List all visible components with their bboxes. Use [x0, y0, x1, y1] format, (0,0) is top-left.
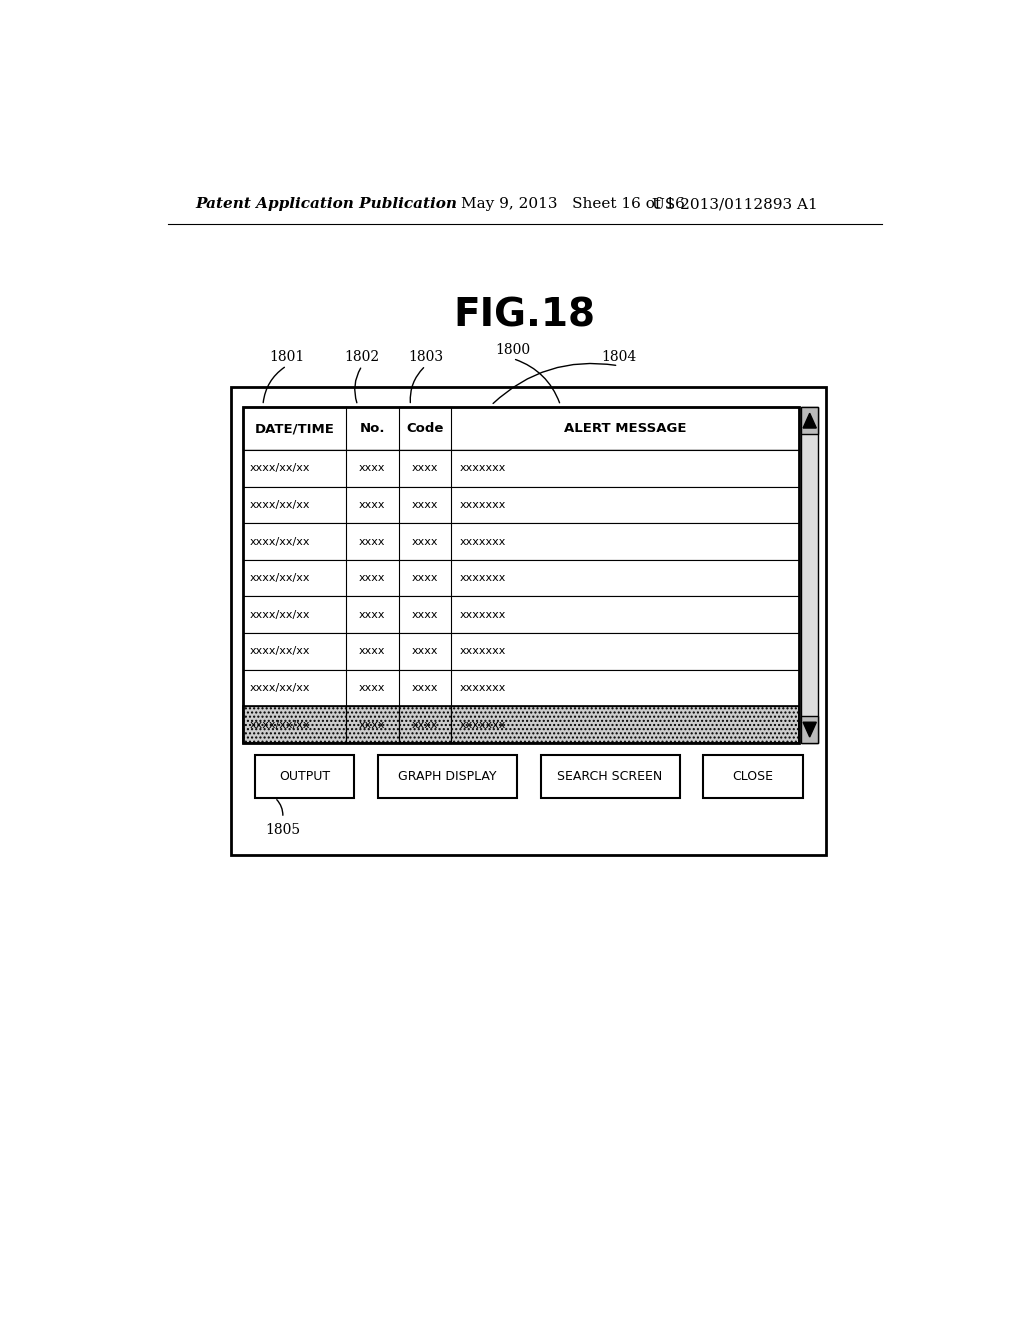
- Bar: [346, 706, 398, 743]
- Bar: [243, 487, 799, 523]
- Text: xxxx/xx/xx: xxxx/xx/xx: [250, 500, 310, 510]
- Text: xxxx/xx/xx: xxxx/xx/xx: [250, 463, 310, 474]
- Text: xxxxxxx: xxxxxxx: [460, 537, 506, 546]
- Text: DATE/TIME: DATE/TIME: [255, 422, 335, 436]
- Text: xxxx: xxxx: [359, 682, 385, 693]
- Text: xxxxxxx: xxxxxxx: [460, 647, 506, 656]
- Text: xxxxxxx: xxxxxxx: [460, 610, 506, 620]
- Bar: [243, 706, 799, 743]
- Text: xxxx/xx/xx: xxxx/xx/xx: [250, 719, 310, 730]
- Text: 1801: 1801: [269, 350, 304, 364]
- Text: CLOSE: CLOSE: [732, 770, 773, 783]
- Text: xxxx: xxxx: [359, 500, 385, 510]
- Text: xxxx: xxxx: [412, 610, 438, 620]
- Text: xxxxxxx: xxxxxxx: [460, 463, 506, 474]
- Text: xxxx/xx/xx: xxxx/xx/xx: [250, 647, 310, 656]
- Text: xxxx: xxxx: [359, 610, 385, 620]
- Text: xxxx: xxxx: [412, 719, 438, 730]
- Bar: [801, 408, 818, 743]
- Text: 1804: 1804: [601, 350, 636, 364]
- Text: xxxx: xxxx: [359, 647, 385, 656]
- Text: xxxxxxx: xxxxxxx: [460, 573, 506, 583]
- Bar: [703, 755, 803, 797]
- Text: 1800: 1800: [496, 343, 530, 356]
- Text: xxxxxxx: xxxxxxx: [460, 719, 506, 730]
- Text: xxxx: xxxx: [359, 463, 385, 474]
- Text: xxxx: xxxx: [412, 500, 438, 510]
- Text: 1805: 1805: [265, 824, 300, 837]
- Polygon shape: [803, 413, 816, 428]
- Bar: [243, 597, 799, 634]
- Polygon shape: [803, 722, 816, 737]
- Text: xxxx: xxxx: [412, 682, 438, 693]
- Bar: [243, 408, 799, 450]
- Text: Code: Code: [407, 422, 443, 436]
- Bar: [243, 706, 346, 743]
- Bar: [801, 408, 818, 434]
- Text: No.: No.: [359, 422, 385, 436]
- Bar: [801, 717, 818, 743]
- Text: SEARCH SCREEN: SEARCH SCREEN: [557, 770, 663, 783]
- Text: OUTPUT: OUTPUT: [279, 770, 330, 783]
- Text: ALERT MESSAGE: ALERT MESSAGE: [564, 422, 686, 436]
- Bar: [378, 755, 517, 797]
- Text: FIG.18: FIG.18: [454, 297, 596, 335]
- Text: xxxx: xxxx: [359, 573, 385, 583]
- Bar: [243, 523, 799, 560]
- Bar: [243, 634, 799, 669]
- Text: xxxx: xxxx: [359, 537, 385, 546]
- Bar: [255, 755, 354, 797]
- Bar: [231, 387, 826, 854]
- Bar: [243, 669, 799, 706]
- Text: 1803: 1803: [408, 350, 443, 364]
- Text: xxxxxxx: xxxxxxx: [460, 682, 506, 693]
- Bar: [398, 706, 452, 743]
- Text: May 9, 2013   Sheet 16 of 16: May 9, 2013 Sheet 16 of 16: [461, 197, 685, 211]
- Bar: [243, 560, 799, 597]
- Text: xxxxxxx: xxxxxxx: [460, 500, 506, 510]
- Bar: [541, 755, 680, 797]
- Text: GRAPH DISPLAY: GRAPH DISPLAY: [398, 770, 497, 783]
- Text: xxxx: xxxx: [359, 719, 385, 730]
- Text: xxxx: xxxx: [412, 463, 438, 474]
- Text: xxxx/xx/xx: xxxx/xx/xx: [250, 610, 310, 620]
- Text: xxxx/xx/xx: xxxx/xx/xx: [250, 537, 310, 546]
- Bar: [243, 408, 799, 743]
- Text: Patent Application Publication: Patent Application Publication: [196, 197, 458, 211]
- Text: xxxx/xx/xx: xxxx/xx/xx: [250, 682, 310, 693]
- Bar: [452, 706, 799, 743]
- Text: xxxx: xxxx: [412, 537, 438, 546]
- Bar: [243, 450, 799, 487]
- Text: US 2013/0112893 A1: US 2013/0112893 A1: [652, 197, 817, 211]
- Text: xxxx/xx/xx: xxxx/xx/xx: [250, 573, 310, 583]
- Text: 1802: 1802: [344, 350, 380, 364]
- Text: xxxx: xxxx: [412, 573, 438, 583]
- Text: xxxx: xxxx: [412, 647, 438, 656]
